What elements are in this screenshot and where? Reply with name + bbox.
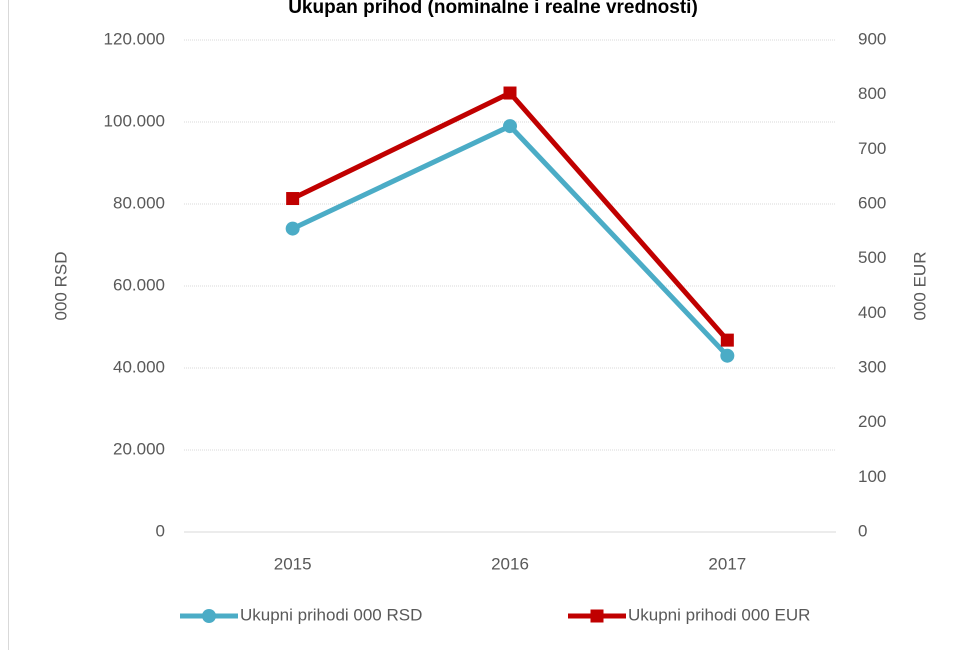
point [503,119,517,134]
point [285,221,300,236]
y-axis-label: 000 RSD [51,252,70,321]
y-tick-label: 120.000 [104,29,165,48]
y-tick-label: 20.000 [113,439,165,458]
y2-tick-label: 600 [858,193,886,212]
x-tick-label: 2016 [491,554,529,573]
point [286,192,300,206]
y2-tick-label: 400 [858,303,886,322]
y2-tick-label: 100 [858,467,886,486]
legend-label: Ukupni prihodi 000 EUR [628,605,810,624]
x-tick-label: 2017 [708,554,746,573]
y2-tick-label: 900 [858,29,886,48]
chart-title: Ukupan prihod (nominalne i realne vredno… [288,0,698,18]
y2-tick-label: 800 [858,84,886,103]
y2-tick-label: 200 [858,412,886,431]
point [720,333,734,347]
point [503,86,517,100]
y-tick-label: 60.000 [113,275,165,294]
y2-tick-label: 0 [858,521,867,540]
y-tick-label: 80.000 [113,193,165,212]
x-tick-label: 2015 [274,554,312,573]
y2-tick-label: 300 [858,357,886,376]
legend-marker [202,609,216,623]
y2-tick-label: 500 [858,248,886,267]
y-tick-label: 100.000 [104,111,165,130]
point [720,348,735,363]
y2-tick-label: 700 [858,139,886,158]
y2-axis-label: 000 EUR [910,252,929,321]
legend-label: Ukupni prihodi 000 RSD [240,605,422,624]
y-tick-label: 40.000 [113,357,165,376]
legend-marker [590,609,604,623]
chart-frame [8,0,957,650]
y-tick-label: 0 [156,521,165,540]
